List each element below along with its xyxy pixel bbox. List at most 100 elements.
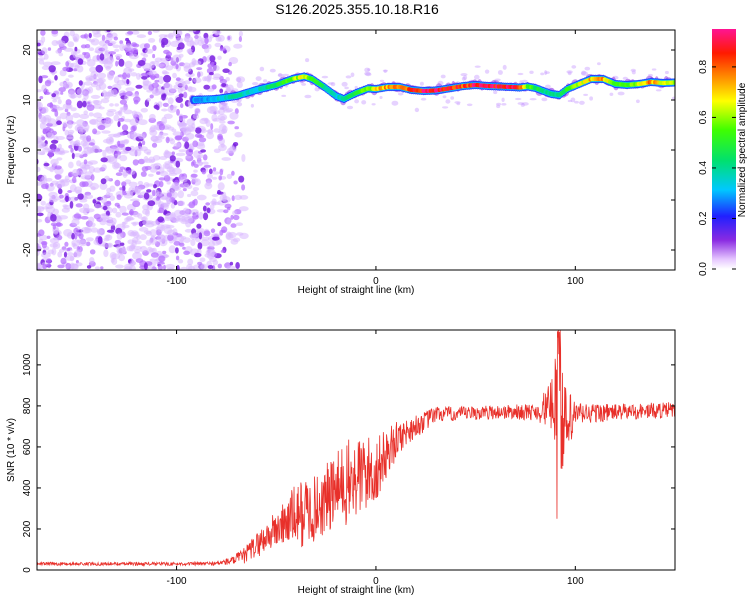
y-tick-label: 0	[22, 567, 33, 573]
noise-blob	[88, 222, 96, 228]
noise-blob	[75, 203, 83, 208]
colorbar-label: Normalized spectral amplitude	[737, 82, 748, 217]
noise-blob	[140, 171, 147, 177]
noise-blob	[104, 40, 110, 44]
noise-blob	[501, 103, 507, 106]
y-tick-label: 800	[22, 397, 33, 414]
noise-blob	[133, 96, 141, 103]
x-tick-label: 100	[567, 276, 584, 287]
noise-blob	[75, 189, 82, 195]
noise-blob	[46, 102, 54, 108]
noise-blob	[52, 224, 56, 230]
noise-blob	[198, 211, 204, 220]
noise-blob	[87, 101, 91, 105]
noise-blob	[630, 68, 636, 72]
noise-blob	[175, 37, 183, 43]
noise-blob	[153, 184, 157, 189]
noise-blob	[101, 90, 108, 98]
noise-blob	[132, 237, 139, 243]
noise-blob	[671, 96, 675, 100]
noise-blob	[86, 265, 92, 269]
noise-blob	[354, 85, 358, 90]
noise-blob	[109, 195, 116, 202]
noise-blob	[38, 59, 45, 65]
noise-blob	[38, 115, 47, 123]
noise-blob	[212, 167, 217, 172]
noise-blob	[119, 99, 127, 105]
noise-blob	[124, 43, 132, 49]
noise-blob	[209, 105, 218, 112]
noise-blob	[209, 72, 214, 76]
noise-blob	[114, 239, 122, 245]
noise-blob	[74, 233, 78, 240]
noise-blob	[53, 237, 58, 241]
noise-blob	[146, 97, 151, 102]
noise-blob	[219, 47, 227, 52]
noise-blob	[89, 257, 95, 264]
noise-blob	[106, 30, 111, 33]
noise-blob	[106, 55, 115, 63]
noise-blob	[211, 233, 219, 238]
noise-blob	[63, 47, 74, 52]
noise-blob	[210, 123, 214, 130]
noise-blob	[61, 207, 70, 213]
noise-blob	[209, 55, 216, 63]
noise-blob	[49, 143, 57, 150]
colorbar-tick-label: 0.4	[698, 161, 709, 175]
noise-blob	[39, 96, 44, 100]
noise-blob	[37, 42, 41, 47]
noise-blob	[66, 247, 71, 252]
snr-y-ticks: 0 200 400 600 800 1000	[22, 353, 675, 573]
noise-blob	[65, 61, 70, 67]
noise-blob	[217, 55, 222, 60]
noise-blob	[63, 251, 68, 258]
noise-blob	[397, 92, 404, 96]
noise-blob	[216, 191, 224, 195]
noise-blob	[341, 81, 348, 87]
noise-blob	[65, 104, 72, 109]
noise-blob	[180, 266, 188, 270]
noise-blob	[219, 78, 228, 84]
noise-blob	[125, 37, 130, 42]
noise-blob	[37, 181, 42, 186]
noise-blob	[218, 130, 226, 135]
noise-blob	[235, 222, 243, 226]
noise-blob	[69, 200, 74, 209]
noise-blob	[541, 97, 548, 102]
noise-blob	[37, 218, 43, 223]
noise-blob	[100, 157, 108, 163]
noise-blob	[190, 146, 195, 151]
noise-blob	[103, 249, 109, 258]
noise-blob	[166, 192, 172, 198]
noise-blob	[38, 75, 43, 84]
noise-blob	[118, 58, 125, 67]
noise-blob	[80, 216, 89, 220]
noise-blob	[236, 102, 243, 107]
noise-blob	[69, 30, 76, 37]
y-tick-label: 20	[22, 44, 33, 56]
noise-blob	[168, 57, 174, 61]
noise-blob	[91, 145, 100, 153]
noise-blob	[200, 263, 207, 270]
noise-blob	[164, 149, 169, 155]
noise-blob	[173, 157, 184, 163]
noise-blob	[40, 200, 46, 206]
noise-blob	[183, 250, 191, 255]
noise-blob	[382, 69, 388, 72]
noise-blob	[161, 108, 168, 112]
noise-blob	[111, 253, 121, 260]
noise-blob	[170, 202, 176, 209]
noise-blob	[149, 113, 156, 120]
noise-blob	[114, 111, 122, 116]
noise-blob	[139, 245, 148, 253]
noise-blob	[220, 249, 226, 253]
noise-blob	[51, 247, 57, 256]
noise-blob	[158, 255, 166, 263]
noise-blob	[100, 178, 107, 185]
snr-x-ticks: -100 0 100	[167, 330, 584, 587]
noise-blob	[192, 187, 200, 191]
noise-blob	[107, 109, 117, 113]
noise-blob	[97, 124, 106, 131]
noise-blob	[367, 68, 371, 71]
noise-blob	[119, 187, 123, 191]
